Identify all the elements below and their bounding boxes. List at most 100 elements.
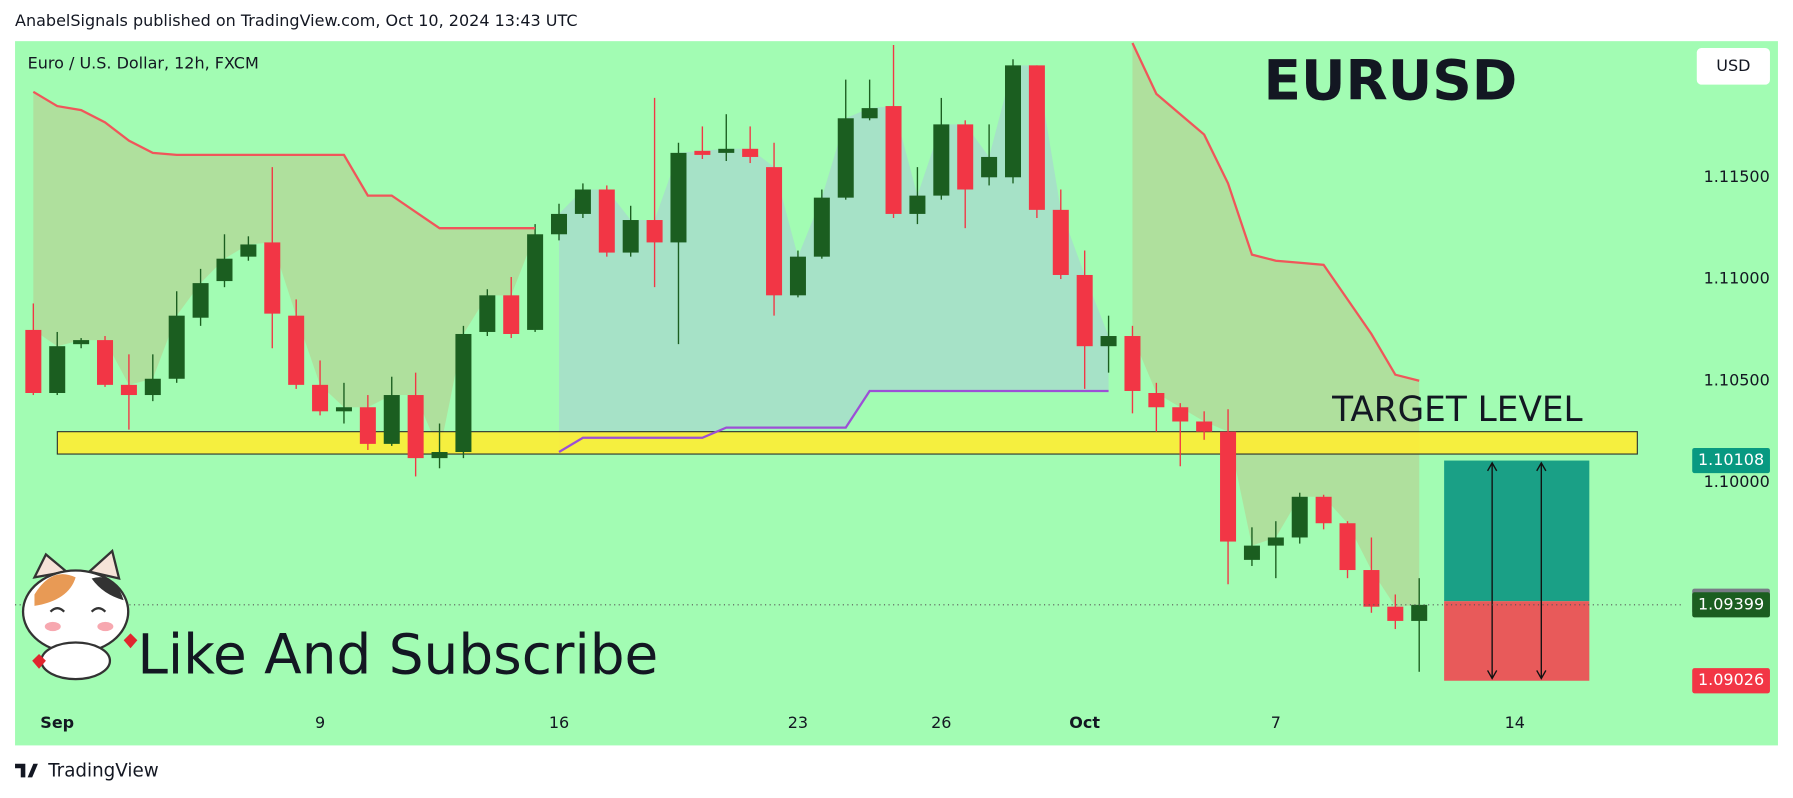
price-tag: [1692, 668, 1770, 694]
candle-body: [120, 384, 137, 396]
candle-body: [264, 242, 281, 314]
position-target: [1444, 460, 1590, 602]
symbol-label: Euro / U.S. Dollar, 12h, FXCM: [28, 54, 259, 73]
candle-body: [431, 452, 448, 459]
logo-mark: [15, 763, 38, 778]
publish-header: AnabelSignals published on TradingView.c…: [15, 11, 577, 30]
candle-body: [216, 258, 233, 282]
x-tick-label: 23: [788, 713, 808, 732]
arrow-head: [1536, 461, 1547, 680]
candle-body: [646, 220, 663, 243]
candle-body: [25, 329, 42, 394]
candle-body: [479, 295, 496, 332]
currency-button[interactable]: [1696, 48, 1770, 85]
candle-body: [909, 195, 926, 214]
upper-band-line: [32, 42, 1420, 382]
candle-body: [359, 407, 376, 444]
lower-band-line: [558, 389, 1109, 453]
candle-body: [1243, 545, 1260, 560]
target-annotation: TARGET LEVEL: [1331, 390, 1583, 430]
candle-body: [1363, 570, 1380, 607]
cat-patch-dark: [91, 577, 124, 601]
candle-body: [73, 340, 90, 345]
footer-brand: TradingView: [47, 761, 159, 782]
target-zone: [56, 431, 1638, 455]
x-tick-label: 14: [1505, 713, 1525, 732]
candle-body: [694, 150, 711, 155]
candle-body: [766, 167, 783, 296]
candle-body: [861, 108, 878, 119]
candle-body: [1196, 421, 1213, 432]
arrow-head: [1486, 461, 1498, 680]
candle-body: [957, 124, 974, 190]
candle-body: [1220, 431, 1237, 542]
y-tick-label: 1.10500: [1704, 370, 1770, 389]
plot: 1.11500 1.11000 1.10500 1.10000 Sep 9 16 23 26 Oc…: [15, 42, 1770, 732]
candle-body: [455, 333, 472, 453]
price-tag-label: 1.09399: [1698, 594, 1764, 613]
candle-body: [981, 156, 998, 178]
candle-body: [503, 295, 520, 334]
cat-cheek: [44, 621, 61, 632]
currency-label[interactable]: USD: [1716, 56, 1750, 75]
x-tick-label: 26: [931, 713, 951, 732]
candle-body: [312, 384, 329, 412]
candle-body: [192, 283, 209, 318]
candle-body: [1315, 496, 1332, 524]
candle-body: [240, 244, 257, 257]
y-tick-label: 1.10000: [1704, 472, 1770, 491]
candle-body: [1028, 65, 1045, 210]
candle-body: [718, 148, 735, 153]
candle-body: [1076, 274, 1093, 347]
candle-body: [1267, 537, 1284, 546]
candle-body: [1100, 336, 1117, 347]
position-stop: [1444, 601, 1590, 681]
candle-body: [837, 118, 854, 198]
candle-body: [168, 315, 185, 379]
candle-body: [49, 346, 66, 394]
band-fill: [1132, 42, 1420, 607]
tv-logo: [15, 763, 38, 778]
y-tick-label: 1.11000: [1704, 269, 1770, 288]
chart-title: EURUSD: [1263, 49, 1517, 113]
candle-body: [933, 124, 950, 196]
candle-body: [551, 213, 568, 235]
cat-eyes: [49, 607, 107, 613]
cat-body: [40, 641, 112, 681]
candle-body: [622, 220, 639, 253]
candle-body: [335, 407, 352, 412]
candle-body: [1172, 407, 1189, 422]
price-tag-label: 1.10108: [1698, 450, 1764, 469]
candle-body: [383, 395, 400, 444]
subscribe-annotation: Like And Subscribe: [137, 623, 658, 687]
candle-body: [1339, 523, 1356, 571]
candle-body: [527, 234, 544, 330]
x-tick-label: Sep: [40, 713, 74, 732]
candle-body: [742, 148, 759, 157]
candle-body: [885, 106, 902, 214]
price-tag: [1692, 447, 1770, 474]
candle-body: [1124, 336, 1141, 391]
x-tick-label: 9: [315, 713, 325, 732]
candle-body: [1004, 65, 1022, 178]
candle-body: [1148, 393, 1165, 408]
y-tick-label: 1.11500: [1704, 167, 1770, 186]
candle-body: [813, 197, 830, 257]
candle-body: [1411, 604, 1428, 621]
candle-body: [1387, 606, 1404, 621]
candle-body: [598, 189, 615, 253]
candle-body: [407, 395, 424, 459]
price-tag-label: 1.09026: [1698, 670, 1764, 689]
candle-body: [144, 378, 161, 396]
candle-body: [670, 152, 687, 243]
candle-body: [1291, 496, 1308, 538]
cat-sticker: [21, 548, 138, 681]
candle-body: [574, 189, 591, 214]
cat-patch: [34, 574, 76, 606]
candle-body: [97, 340, 114, 385]
candle-body: [288, 315, 305, 385]
x-tick-label: Oct: [1069, 713, 1100, 732]
price-tag: [1692, 592, 1770, 618]
x-tick-label: 16: [549, 713, 569, 732]
